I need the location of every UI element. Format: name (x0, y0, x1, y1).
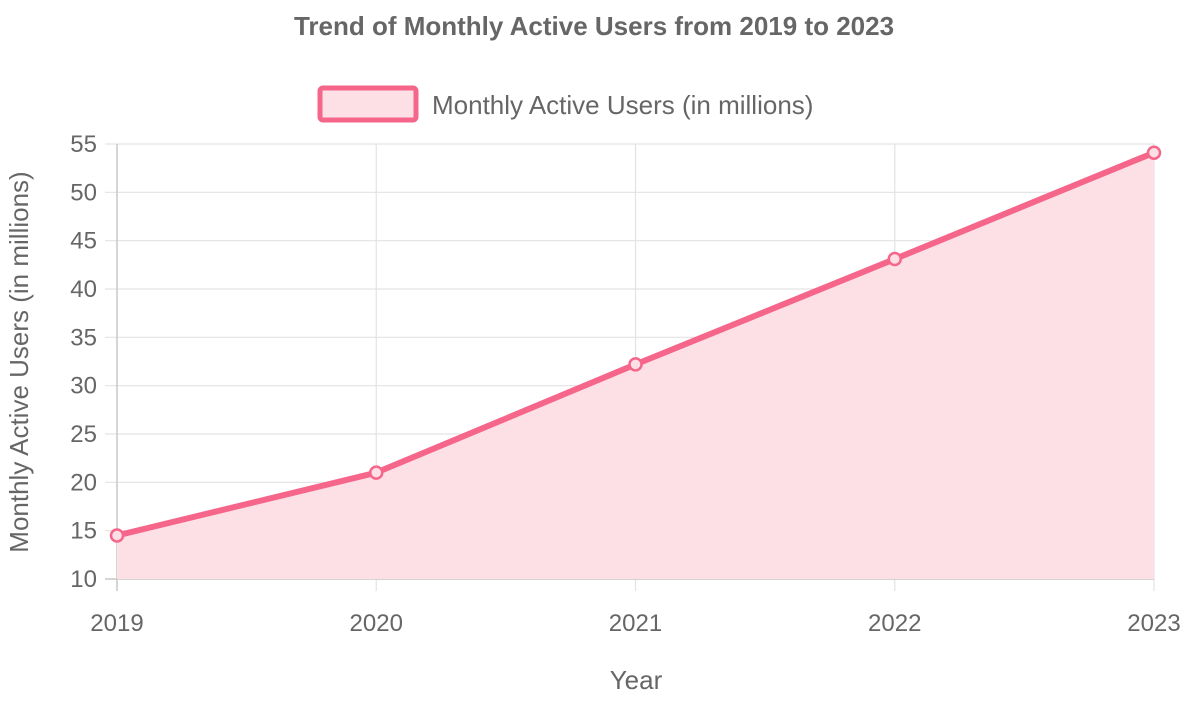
data-point[interactable] (109, 528, 125, 543)
chart-title: Trend of Monthly Active Users from 2019 … (294, 11, 894, 41)
x-tick-label: 2019 (90, 610, 143, 637)
legend-label: Monthly Active Users (in millions) (432, 90, 813, 120)
y-axis-ticks: 10 15 20 25 30 35 40 45 50 55 (70, 131, 97, 593)
x-tick-label: 2023 (1127, 610, 1180, 637)
y-axis-title: Monthly Active Users (in millions) (4, 171, 34, 552)
data-point[interactable] (887, 251, 902, 267)
y-tick-label: 45 (70, 228, 97, 255)
legend[interactable]: Monthly Active Users (in millions) (317, 85, 813, 123)
y-tick-label: 40 (70, 276, 97, 303)
y-tick-label: 20 (70, 469, 97, 496)
data-point[interactable] (628, 357, 643, 372)
data-point[interactable] (369, 465, 384, 480)
data-point[interactable] (1146, 145, 1162, 160)
y-tick-label: 50 (70, 179, 97, 206)
y-tick-label: 30 (70, 373, 97, 400)
x-axis-title: Year (610, 665, 663, 695)
point-layer (109, 145, 1162, 543)
legend-swatch (317, 85, 419, 123)
y-tick-label: 15 (70, 518, 97, 545)
x-axis-ticks: 2019 2020 2021 2022 2023 (90, 610, 1180, 637)
y-tick-label: 55 (70, 131, 97, 158)
y-tick-label: 25 (70, 421, 97, 448)
x-tick-label: 2022 (868, 610, 921, 637)
y-tick-label: 35 (70, 324, 97, 351)
y-tick-label: 10 (70, 566, 97, 593)
x-tick-label: 2020 (350, 610, 403, 637)
x-tick-label: 2021 (609, 610, 662, 637)
